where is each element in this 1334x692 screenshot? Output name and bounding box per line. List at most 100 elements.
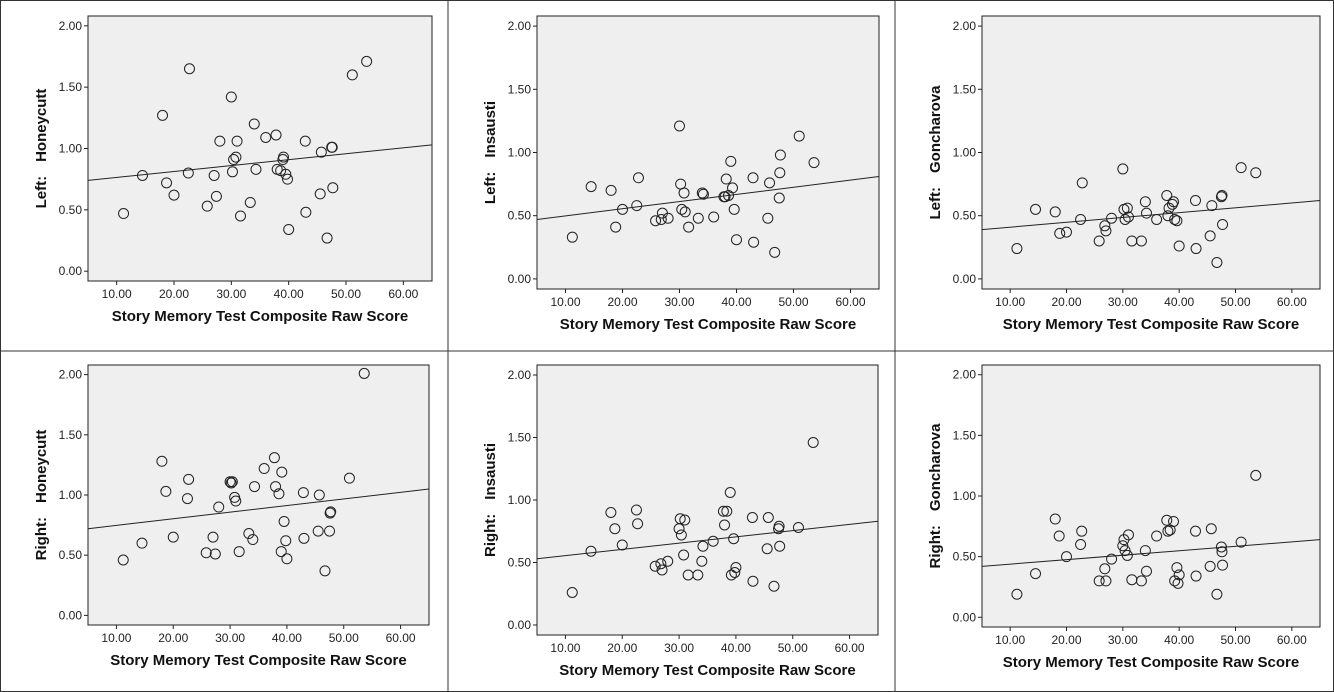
x-tick-label: 40.00: [1164, 295, 1194, 309]
x-tick-label: 60.00: [1277, 633, 1307, 647]
x-tick-label: 60.00: [835, 295, 865, 309]
data-point: [168, 189, 180, 201]
data-point: [708, 211, 720, 223]
data-point: [1100, 575, 1112, 587]
x-tick-label: 10.00: [995, 295, 1025, 309]
data-point: [676, 203, 688, 215]
y-tick-label: 1.50: [953, 82, 977, 96]
y-axis-name: Honeycutt: [33, 430, 50, 503]
fit-line: [536, 520, 879, 560]
y-tick-label: 1.00: [508, 146, 532, 160]
data-point: [585, 545, 597, 557]
fit-line: [87, 144, 433, 181]
data-point: [728, 203, 740, 215]
x-axis-title: Story Memory Test Composite Raw Score: [560, 316, 856, 333]
data-point: [207, 531, 219, 543]
data-point: [358, 367, 370, 379]
data-point: [808, 157, 820, 169]
data-point: [1121, 549, 1133, 561]
y-axis-name: Goncharova: [927, 85, 944, 173]
x-tick-label: 30.00: [1108, 633, 1138, 647]
data-point: [1190, 525, 1202, 537]
data-point: [167, 531, 179, 543]
y-tick-label: 0.00: [59, 608, 83, 622]
data-point: [1122, 211, 1134, 223]
data-point: [762, 212, 774, 224]
y-axis-title: Left: Insausti: [482, 101, 499, 204]
data-point: [275, 546, 287, 558]
data-point: [297, 487, 309, 499]
data-point: [270, 129, 282, 141]
data-point: [731, 234, 742, 246]
data-point: [1204, 230, 1216, 242]
data-point: [1162, 525, 1174, 537]
data-point: [1011, 588, 1023, 600]
data-point: [1235, 162, 1247, 174]
data-point: [1076, 177, 1088, 189]
x-tick-label: 10.00: [101, 631, 131, 645]
data-point: [662, 212, 674, 224]
data-point: [1106, 553, 1118, 565]
data-point: [181, 493, 193, 505]
y-axis-name: Insausti: [482, 101, 499, 158]
fit-line: [87, 488, 430, 530]
y-tick-label: 2.00: [953, 19, 977, 33]
scatter-panel-3: 0.00 0.50 1.00 1.50 2.00 10.00 20.00 30.00 40.00…: [927, 15, 1321, 333]
y-tick-label: 0.00: [59, 264, 83, 278]
data-point: [298, 532, 310, 544]
y-axis-title: Left: Honeycutt: [33, 89, 50, 209]
data-point: [774, 149, 786, 161]
data-point: [258, 463, 270, 475]
plot-area: [536, 15, 880, 290]
y-tick-label: 1.00: [59, 488, 83, 502]
data-point: [208, 169, 220, 181]
data-point: [762, 512, 774, 523]
data-point: [585, 181, 597, 193]
data-point: [156, 455, 168, 467]
data-point: [324, 525, 336, 537]
data-point: [617, 203, 628, 215]
data-point: [747, 172, 759, 184]
data-point: [655, 558, 667, 570]
data-point: [346, 69, 358, 81]
x-tick-label: 50.00: [1220, 633, 1250, 647]
data-point: [674, 120, 685, 132]
y-tick-label: 2.00: [508, 19, 532, 33]
data-point: [280, 535, 292, 547]
data-point: [249, 481, 261, 493]
data-point: [1030, 568, 1042, 580]
y-tick-label: 1.50: [953, 428, 977, 442]
fit-line: [536, 176, 880, 220]
data-point: [361, 55, 373, 67]
data-point: [566, 231, 578, 243]
data-point: [1011, 243, 1023, 255]
x-tick-label: 50.00: [778, 641, 808, 655]
scatter-panel-5: 0.00 0.50 1.00 1.50 2.00 10.00 20.00 30.00 40.00…: [482, 364, 879, 679]
data-point: [1216, 189, 1228, 201]
y-tick-label: 1.50: [59, 80, 83, 94]
x-tick-label: 40.00: [721, 641, 751, 655]
data-point: [727, 182, 739, 194]
data-point: [1119, 213, 1131, 225]
y-tick-label: 0.50: [508, 556, 532, 570]
data-point: [1171, 562, 1183, 574]
data-point: [226, 476, 238, 488]
data-point: [1139, 545, 1151, 557]
data-point: [1205, 523, 1217, 535]
data-point: [118, 208, 130, 220]
data-point: [649, 560, 661, 572]
data-point: [1106, 212, 1118, 224]
y-tick-label: 0.00: [953, 272, 977, 286]
x-tick-label: 10.00: [550, 641, 580, 655]
data-point: [314, 188, 326, 200]
data-point: [343, 472, 355, 484]
data-point: [774, 540, 786, 552]
data-point: [160, 485, 172, 497]
data-point: [1117, 163, 1129, 175]
x-tick-label: 30.00: [215, 631, 245, 645]
data-point: [616, 539, 628, 551]
x-tick-label: 10.00: [995, 633, 1025, 647]
data-point: [182, 167, 194, 179]
plot-area: [981, 15, 1321, 290]
data-point: [325, 506, 337, 518]
